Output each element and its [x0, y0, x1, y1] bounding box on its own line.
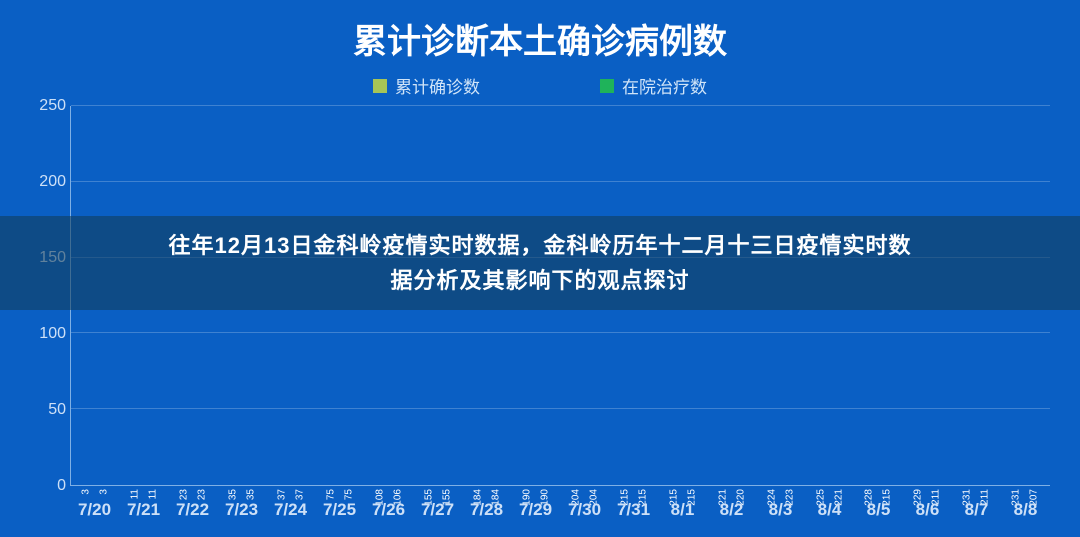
- x-tick: 7/24: [272, 500, 310, 520]
- chart-title: 累计诊断本土确诊病例数: [0, 0, 1080, 63]
- bar-value-label: 11: [130, 489, 141, 499]
- gridline: [71, 105, 1050, 106]
- x-tick: 8/7: [958, 500, 996, 520]
- y-tick: 100: [22, 325, 66, 343]
- bar-value-label: 23: [179, 489, 190, 500]
- legend: 累计确诊数 在院治疗数: [0, 73, 1080, 98]
- overlay-caption: 往年12月13日金科岭疫情实时数据，金科岭历年十二月十三日疫情实时数 据分析及其…: [0, 216, 1080, 310]
- legend-label-1: 在院治疗数: [622, 73, 707, 98]
- x-tick: 7/27: [419, 500, 457, 520]
- x-tick: 7/30: [566, 500, 604, 520]
- bar-value-label: 11: [148, 489, 159, 499]
- overlay-line2: 据分析及其影响下的观点探讨: [40, 263, 1040, 298]
- x-tick: 7/25: [321, 500, 359, 520]
- y-tick: 250: [22, 97, 66, 115]
- bar-value-label: 37: [277, 489, 288, 500]
- x-tick: 7/26: [370, 500, 408, 520]
- y-tick: 50: [22, 401, 66, 419]
- x-tick: 8/4: [811, 500, 849, 520]
- bar-value-label: 35: [246, 489, 257, 500]
- overlay-line1: 往年12月13日金科岭疫情实时数据，金科岭历年十二月十三日疫情实时数: [40, 228, 1040, 263]
- x-tick: 8/1: [664, 500, 702, 520]
- legend-swatch-0: [373, 79, 387, 93]
- legend-item-1: 在院治疗数: [600, 73, 707, 98]
- x-axis: 7/20 7/21 7/22 7/23 7/24 7/25 7/26 7/27 7/28 7/29…: [70, 500, 1050, 520]
- x-tick: 7/21: [125, 500, 163, 520]
- gridline: [71, 408, 1050, 409]
- bar-value-label: 23: [197, 489, 208, 500]
- x-tick: 8/5: [860, 500, 898, 520]
- bar-value-label: 75: [326, 489, 337, 500]
- x-tick: 7/23: [223, 500, 261, 520]
- bar-value-label: 3: [81, 489, 92, 495]
- bar-value-label: 35: [228, 489, 239, 500]
- x-tick: 7/20: [76, 500, 114, 520]
- x-tick: 7/22: [174, 500, 212, 520]
- gridline: [71, 332, 1050, 333]
- y-tick: 0: [22, 477, 66, 495]
- x-tick: 8/3: [762, 500, 800, 520]
- x-tick: 7/31: [615, 500, 653, 520]
- x-tick: 7/29: [517, 500, 555, 520]
- x-tick: 8/6: [909, 500, 947, 520]
- x-tick: 8/2: [713, 500, 751, 520]
- legend-label-0: 累计确诊数: [395, 73, 480, 98]
- x-tick: 7/28: [468, 500, 506, 520]
- bar-value-label: 37: [295, 489, 306, 500]
- bar-value-label: 75: [344, 489, 355, 500]
- gridline: [71, 181, 1050, 182]
- x-tick: 8/8: [1007, 500, 1045, 520]
- bar-value-label: 3: [99, 489, 110, 495]
- y-tick: 200: [22, 173, 66, 191]
- legend-swatch-1: [600, 79, 614, 93]
- legend-item-0: 累计确诊数: [373, 73, 480, 98]
